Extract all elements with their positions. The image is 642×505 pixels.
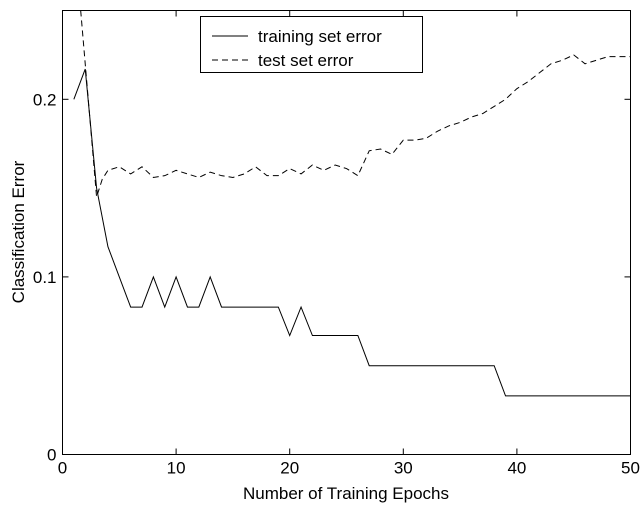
y-tick-label: 0.1 [33,268,57,287]
x-tick-label: 40 [507,459,526,478]
series-line-test-set-error [80,10,631,198]
y-axis-label: Classification Error [9,160,28,303]
series-layer [73,10,631,397]
x-tick-label: 10 [167,459,186,478]
x-tick-label: 20 [280,459,299,478]
y-tick-label: 0 [47,446,56,465]
legend-box [200,16,423,73]
x-axis-label: Number of Training Epochs [243,484,449,503]
legend-label-training: training set error [258,27,382,46]
x-tick-label: 0 [58,459,67,478]
series-line-training-set-error [73,68,631,397]
x-tick-label: 30 [394,459,413,478]
ticks-layer [62,10,631,455]
legend: training set error test set error [200,16,423,73]
x-tick-label: 50 [621,459,640,478]
y-tick-label: 0.2 [33,90,57,109]
plot-frame [62,10,631,455]
tick-labels-layer: 0 10 20 30 40 50 0 0.1 0.2 [33,90,640,477]
legend-label-test: test set error [258,51,354,70]
